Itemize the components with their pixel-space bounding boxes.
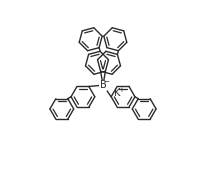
Text: B: B (100, 80, 106, 90)
Text: −: − (104, 79, 110, 85)
Text: K: K (114, 88, 120, 98)
Text: +: + (118, 87, 124, 93)
